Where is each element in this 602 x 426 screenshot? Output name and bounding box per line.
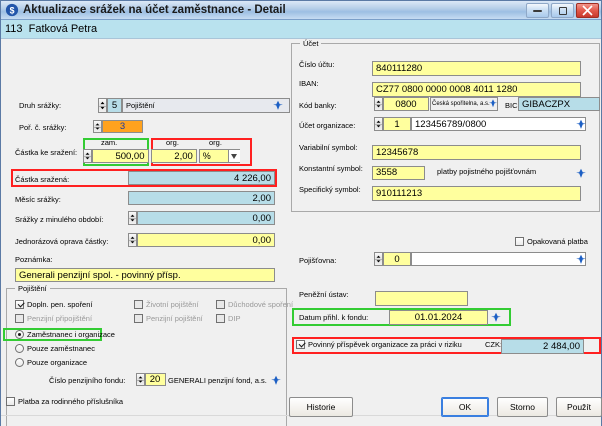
svg-text:$: $ xyxy=(10,6,15,16)
